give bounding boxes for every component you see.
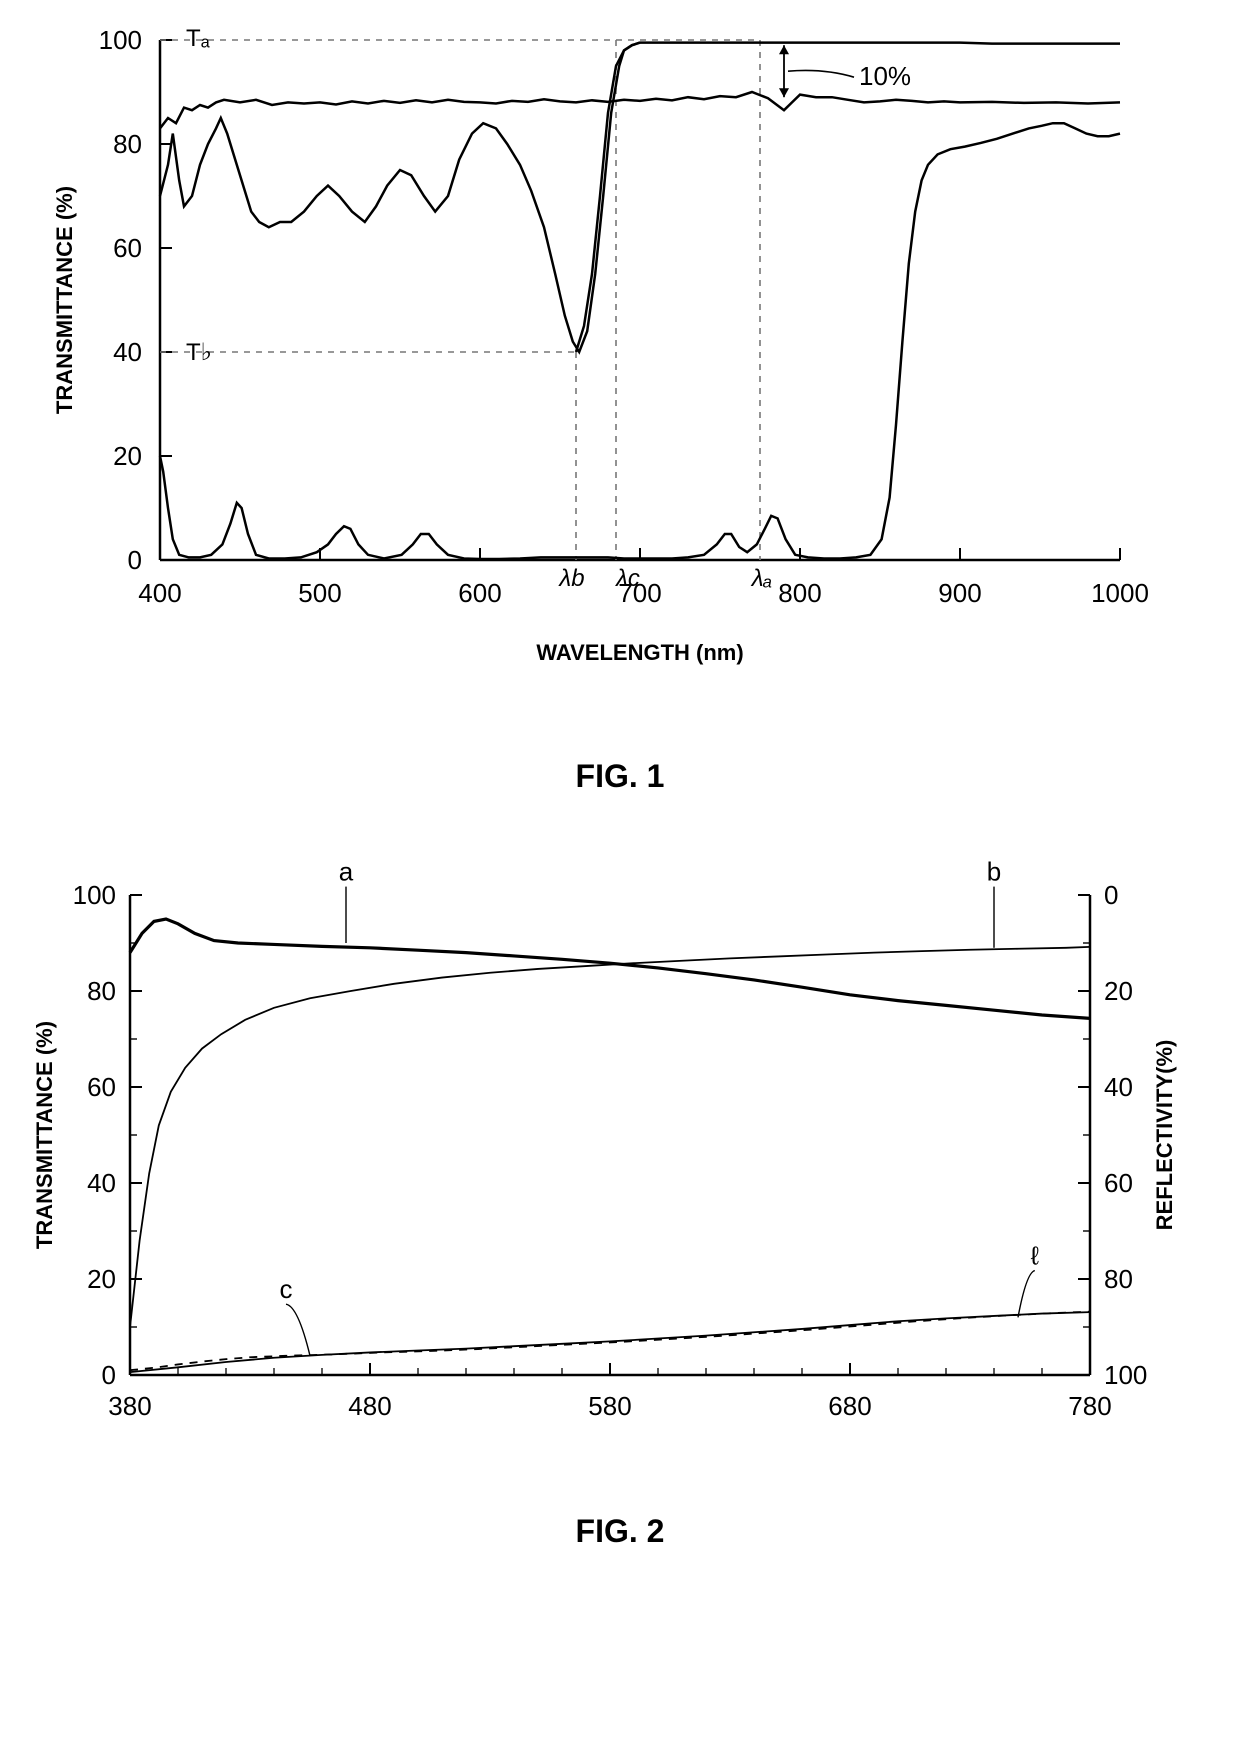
- svg-text:0: 0: [128, 545, 142, 575]
- svg-text:80: 80: [1104, 1264, 1133, 1294]
- svg-text:100: 100: [99, 25, 142, 55]
- svg-text:T♭: T♭: [186, 339, 212, 366]
- svg-text:40: 40: [1104, 1072, 1133, 1102]
- svg-text:20: 20: [87, 1264, 116, 1294]
- svg-text:60: 60: [87, 1072, 116, 1102]
- svg-text:WAVELENGTH (nm): WAVELENGTH (nm): [536, 640, 743, 665]
- svg-text:TRANSMITTANCE (%): TRANSMITTANCE (%): [52, 186, 77, 414]
- figure-2-chart: 0 20 40 60 80 100 TRANSMITTANCE (%) 0 20 40 60 80 10…: [0, 855, 1240, 1495]
- svg-text:b: b: [987, 857, 1001, 887]
- svg-text:20: 20: [113, 441, 142, 471]
- figure-1-chart: 020406080100TRANSMITTANCE (%)40050060070…: [0, 0, 1240, 740]
- svg-text:10%: 10%: [859, 61, 911, 91]
- svg-text:λₐ: λₐ: [750, 565, 772, 592]
- svg-text:REFLECTIVITY(%): REFLECTIVITY(%): [1152, 1040, 1177, 1231]
- svg-text:λb: λb: [557, 565, 584, 592]
- svg-text:a: a: [339, 857, 354, 887]
- page: 020406080100TRANSMITTANCE (%)40050060070…: [0, 0, 1240, 1742]
- svg-text:600: 600: [458, 578, 501, 608]
- svg-text:1000: 1000: [1091, 578, 1149, 608]
- svg-text:ℓ: ℓ: [1031, 1241, 1040, 1271]
- svg-text:0: 0: [1104, 880, 1118, 910]
- svg-text:60: 60: [1104, 1168, 1133, 1198]
- svg-text:40: 40: [87, 1168, 116, 1198]
- svg-text:c: c: [280, 1274, 293, 1304]
- svg-text:380: 380: [108, 1391, 151, 1421]
- svg-text:40: 40: [113, 337, 142, 367]
- svg-text:Tₐ: Tₐ: [186, 25, 211, 52]
- figure-1-caption: FIG. 1: [0, 758, 1240, 795]
- svg-text:400: 400: [138, 578, 181, 608]
- svg-text:100: 100: [1104, 1360, 1147, 1390]
- svg-text:500: 500: [298, 578, 341, 608]
- svg-text:100: 100: [73, 880, 116, 910]
- svg-text:80: 80: [113, 129, 142, 159]
- svg-text:80: 80: [87, 976, 116, 1006]
- svg-text:480: 480: [348, 1391, 391, 1421]
- svg-text:680: 680: [828, 1391, 871, 1421]
- svg-text:580: 580: [588, 1391, 631, 1421]
- svg-text:TRANSMITTANCE (%): TRANSMITTANCE (%): [32, 1021, 57, 1249]
- svg-text:800: 800: [778, 578, 821, 608]
- svg-text:60: 60: [113, 233, 142, 263]
- svg-text:780: 780: [1068, 1391, 1111, 1421]
- svg-text:900: 900: [938, 578, 981, 608]
- svg-text:20: 20: [1104, 976, 1133, 1006]
- svg-text:0: 0: [102, 1360, 116, 1390]
- svg-text:λc: λc: [614, 565, 640, 592]
- figure-2-caption: FIG. 2: [0, 1513, 1240, 1550]
